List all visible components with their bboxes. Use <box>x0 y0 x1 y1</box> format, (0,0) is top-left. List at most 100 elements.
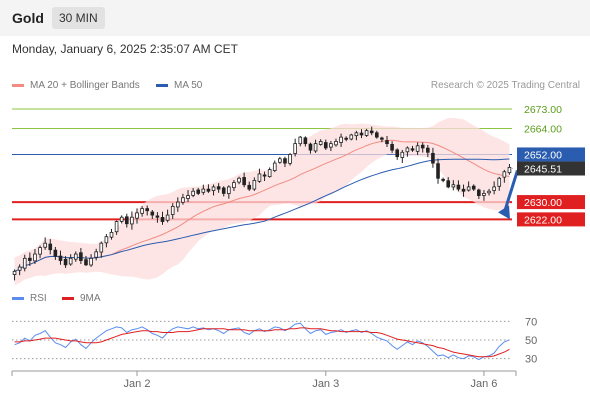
candle-body <box>436 163 440 179</box>
candle <box>114 220 119 235</box>
candle-body <box>374 132 379 138</box>
candles-layer <box>12 126 512 281</box>
candle <box>267 167 272 178</box>
candle <box>58 250 63 265</box>
candle <box>497 176 502 191</box>
candle-body <box>145 208 150 212</box>
candle <box>339 133 343 147</box>
candle <box>170 203 175 219</box>
candle <box>446 177 451 189</box>
x-tick-label-2: Jan 6 <box>470 378 497 390</box>
legend-ma20: MA 20 + Bollinger Bands <box>12 80 140 91</box>
candle <box>415 142 420 155</box>
candle-body <box>130 216 134 225</box>
candle-body <box>150 211 155 216</box>
level-tag-bg <box>517 195 585 210</box>
candle-body <box>119 216 124 222</box>
candle-body <box>181 197 185 203</box>
ma9-swatch <box>62 296 74 300</box>
candle-body <box>298 136 303 145</box>
candle-body <box>252 180 257 190</box>
candle-body <box>334 141 338 146</box>
candle-body <box>160 217 165 222</box>
timeframe-button[interactable]: 30 MIN <box>52 7 105 29</box>
candle <box>313 139 318 153</box>
candle <box>22 254 27 272</box>
candle <box>298 135 303 147</box>
candle-body <box>201 188 206 193</box>
candle <box>12 269 17 281</box>
candle <box>130 211 134 230</box>
candle-body <box>124 216 129 225</box>
x-tick-label-1: Jan 3 <box>312 378 339 390</box>
x-tick-label-0: Jan 2 <box>124 378 151 390</box>
candle <box>196 187 201 196</box>
candle <box>206 184 211 193</box>
candle <box>441 177 445 183</box>
candle <box>380 136 384 143</box>
candle-body <box>507 167 512 174</box>
candle-body <box>114 221 119 233</box>
candle <box>135 208 139 224</box>
rsi-tick-50: 50 <box>525 335 537 347</box>
candle-body <box>502 171 507 178</box>
candle-body <box>89 257 93 266</box>
candle <box>28 252 32 267</box>
level-label-1: 2664.00 <box>524 123 562 135</box>
legend-rsi: RSI <box>12 293 47 304</box>
candle-body <box>308 143 313 151</box>
level-tag-2: 2652.00 <box>517 147 585 162</box>
candle <box>109 228 114 240</box>
ma50-swatch <box>156 83 168 87</box>
candle-body <box>38 247 42 255</box>
level-tag-bg <box>517 161 585 176</box>
legend-9ma: 9MA <box>62 293 101 304</box>
candle-body <box>79 252 83 261</box>
candle <box>303 136 308 147</box>
candle-body <box>272 162 277 171</box>
candle <box>329 140 333 152</box>
candle-body <box>466 186 471 191</box>
candle-body <box>390 144 394 151</box>
candle-body <box>165 214 170 221</box>
level-tags: 2673.00 2664.00 2652.00 2645.51 2630.00 2622.… <box>517 104 585 227</box>
forecast-arrow-head <box>498 205 510 220</box>
datetime-label: Monday, January 6, 2025 2:35:07 AM CET <box>12 42 238 56</box>
candle <box>221 186 226 197</box>
candle-body <box>237 177 241 183</box>
candle <box>181 193 185 205</box>
candle <box>456 180 461 192</box>
candle-body <box>400 151 405 158</box>
candle-body <box>22 257 27 269</box>
candle-body <box>278 158 282 163</box>
candle <box>354 130 359 141</box>
candle <box>344 136 348 142</box>
candle-body <box>262 174 267 177</box>
candle <box>43 237 47 250</box>
candle-body <box>196 189 201 194</box>
candle <box>349 133 354 141</box>
candle-body <box>288 154 292 164</box>
rsi-tick-70: 70 <box>525 316 537 328</box>
candle-body <box>12 270 17 275</box>
candle-body <box>395 149 400 158</box>
candle <box>191 188 195 198</box>
candle-body <box>410 148 415 151</box>
candle-body <box>456 184 461 190</box>
candle <box>17 264 22 276</box>
level-tag-4: 2630.00 <box>517 195 585 210</box>
candle-body <box>329 143 333 148</box>
candle-body <box>191 190 195 196</box>
candle <box>186 190 190 203</box>
legend-rsi-label: RSI <box>30 293 47 304</box>
candle <box>272 160 277 173</box>
candle-body <box>53 249 58 257</box>
candle-body <box>84 259 88 266</box>
candle <box>89 254 93 267</box>
level-tag-bg <box>517 212 585 227</box>
candle-body <box>369 130 374 134</box>
candle <box>471 184 476 191</box>
candle <box>323 139 328 150</box>
candle-body <box>313 143 318 152</box>
